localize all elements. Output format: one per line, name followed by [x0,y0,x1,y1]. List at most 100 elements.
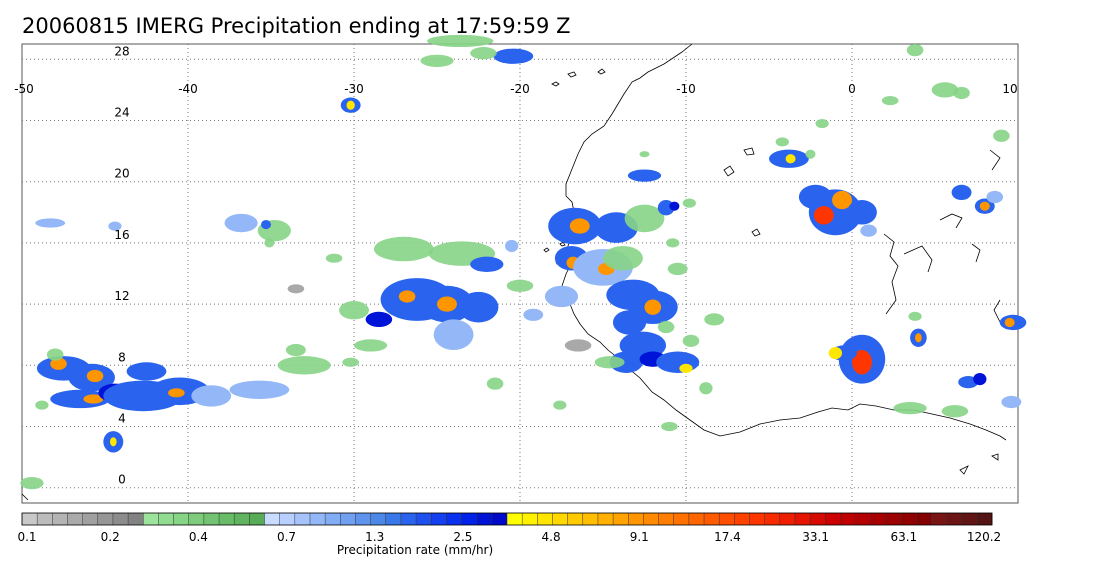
precip-cell [908,311,922,321]
colorbar-swatch [370,513,387,525]
precip-cell [958,376,979,389]
colorbar-swatch [537,513,553,525]
colorbar-swatch [825,513,841,525]
graticule [22,44,1018,503]
colorbar-swatch [719,513,735,525]
colorbar-swatch [779,513,796,525]
colorbar-swatch [112,513,129,525]
colorbar-swatch [749,513,765,525]
colorbar-tick-label: 63.1 [890,530,917,544]
colorbar-swatch [340,513,356,525]
colorbar-swatch [688,513,705,525]
colorbar-swatch [234,513,250,525]
latitude-label: 24 [114,106,129,120]
precip-cell [83,394,104,404]
precip-cell [603,245,643,271]
precip-cell [86,369,104,383]
precip-cell [224,213,258,233]
precip-cell [594,356,625,369]
colorbar-swatch [249,513,265,525]
longitude-label: -40 [178,82,198,96]
precip-cell [277,356,331,375]
colorbar-swatch [764,513,781,525]
coastline [21,43,1007,501]
precip-cell [470,256,504,272]
colorbar-swatch [400,513,417,525]
colorbar-swatch [37,513,53,525]
colorbar-swatch [552,513,568,525]
precip-cell [569,218,590,234]
precip-cell [953,86,970,100]
colorbar-swatch [203,513,220,525]
latitude-label: 12 [114,289,129,303]
colorbar-tick-label: 0.2 [101,530,120,544]
latitude-label: 16 [114,228,129,242]
colorbar-swatch [279,513,296,525]
precip-cell [373,236,434,262]
gulf-guinea-coast [21,453,999,501]
precip-cell [398,290,416,303]
colorbar-swatch [673,513,690,525]
precip-cell [523,308,544,321]
latitude-label: 8 [118,350,126,364]
colorbar-swatch [567,513,584,525]
precip-cell [264,238,275,248]
colorbar-swatch [446,513,462,525]
colorbar-swatch [507,513,523,525]
longitude-label: -50 [14,82,34,96]
precip-cell [287,284,305,294]
precip-cell [544,285,579,308]
precip-cell [506,279,534,292]
colorbar-tick-label: 17.4 [714,530,741,544]
colorbar-swatch [294,513,311,525]
precip-cell [679,363,693,373]
precip-cell [342,357,359,367]
precip-cell [553,400,567,410]
colorbar-swatch [870,513,887,525]
precip-cell [881,96,899,106]
colorbar-swatch [309,513,326,525]
precip-cell [339,301,369,320]
latitude-label: 28 [114,44,129,58]
precip-cell [941,405,969,418]
colorbar-swatch [522,513,538,525]
colorbar-swatch [855,513,872,525]
colorbar-swatch [431,513,447,525]
precip-cell [775,137,789,147]
colorbar-swatch [188,513,205,525]
colorbar-swatch [658,513,675,525]
canary-islands [551,68,606,87]
precip-cell [564,339,592,352]
colorbar-swatch [704,513,720,525]
precip-cell [682,334,700,347]
precip-cell [325,253,343,263]
precip-cell [354,339,388,352]
colorbar-swatch [582,513,599,525]
precip-cell [1004,317,1015,328]
colorbar-swatch [355,513,371,525]
precip-cell [612,310,647,335]
precip-cell [50,389,110,409]
precip-cell [667,262,688,276]
colorbar-swatch [325,513,341,525]
precip-cell [458,291,499,323]
precip-cell [46,348,64,361]
precip-cell [50,357,67,370]
precip-cell [656,351,700,373]
colorbar-swatch [613,513,629,525]
precip-cell [109,437,117,447]
precip-cell [699,382,713,395]
colorbar-swatch [476,513,493,525]
axis-labels: -50 -40 -30 -20 -10 0 10 28 24 20 16 12 8 4 0 [14,44,1017,486]
colorbar-swatch [22,513,38,525]
latitude-label: 20 [114,167,129,181]
precip-cell [420,54,454,67]
precip-cell [785,154,796,164]
colorbar-tick-label: 0.1 [17,530,36,544]
colorbar-swatch [219,513,235,525]
precip-cell [433,319,474,351]
precip-cell [915,333,922,343]
colorbar-tick-label: 9.1 [630,530,649,544]
precip-cell [624,204,665,233]
precip-cell [860,224,877,237]
